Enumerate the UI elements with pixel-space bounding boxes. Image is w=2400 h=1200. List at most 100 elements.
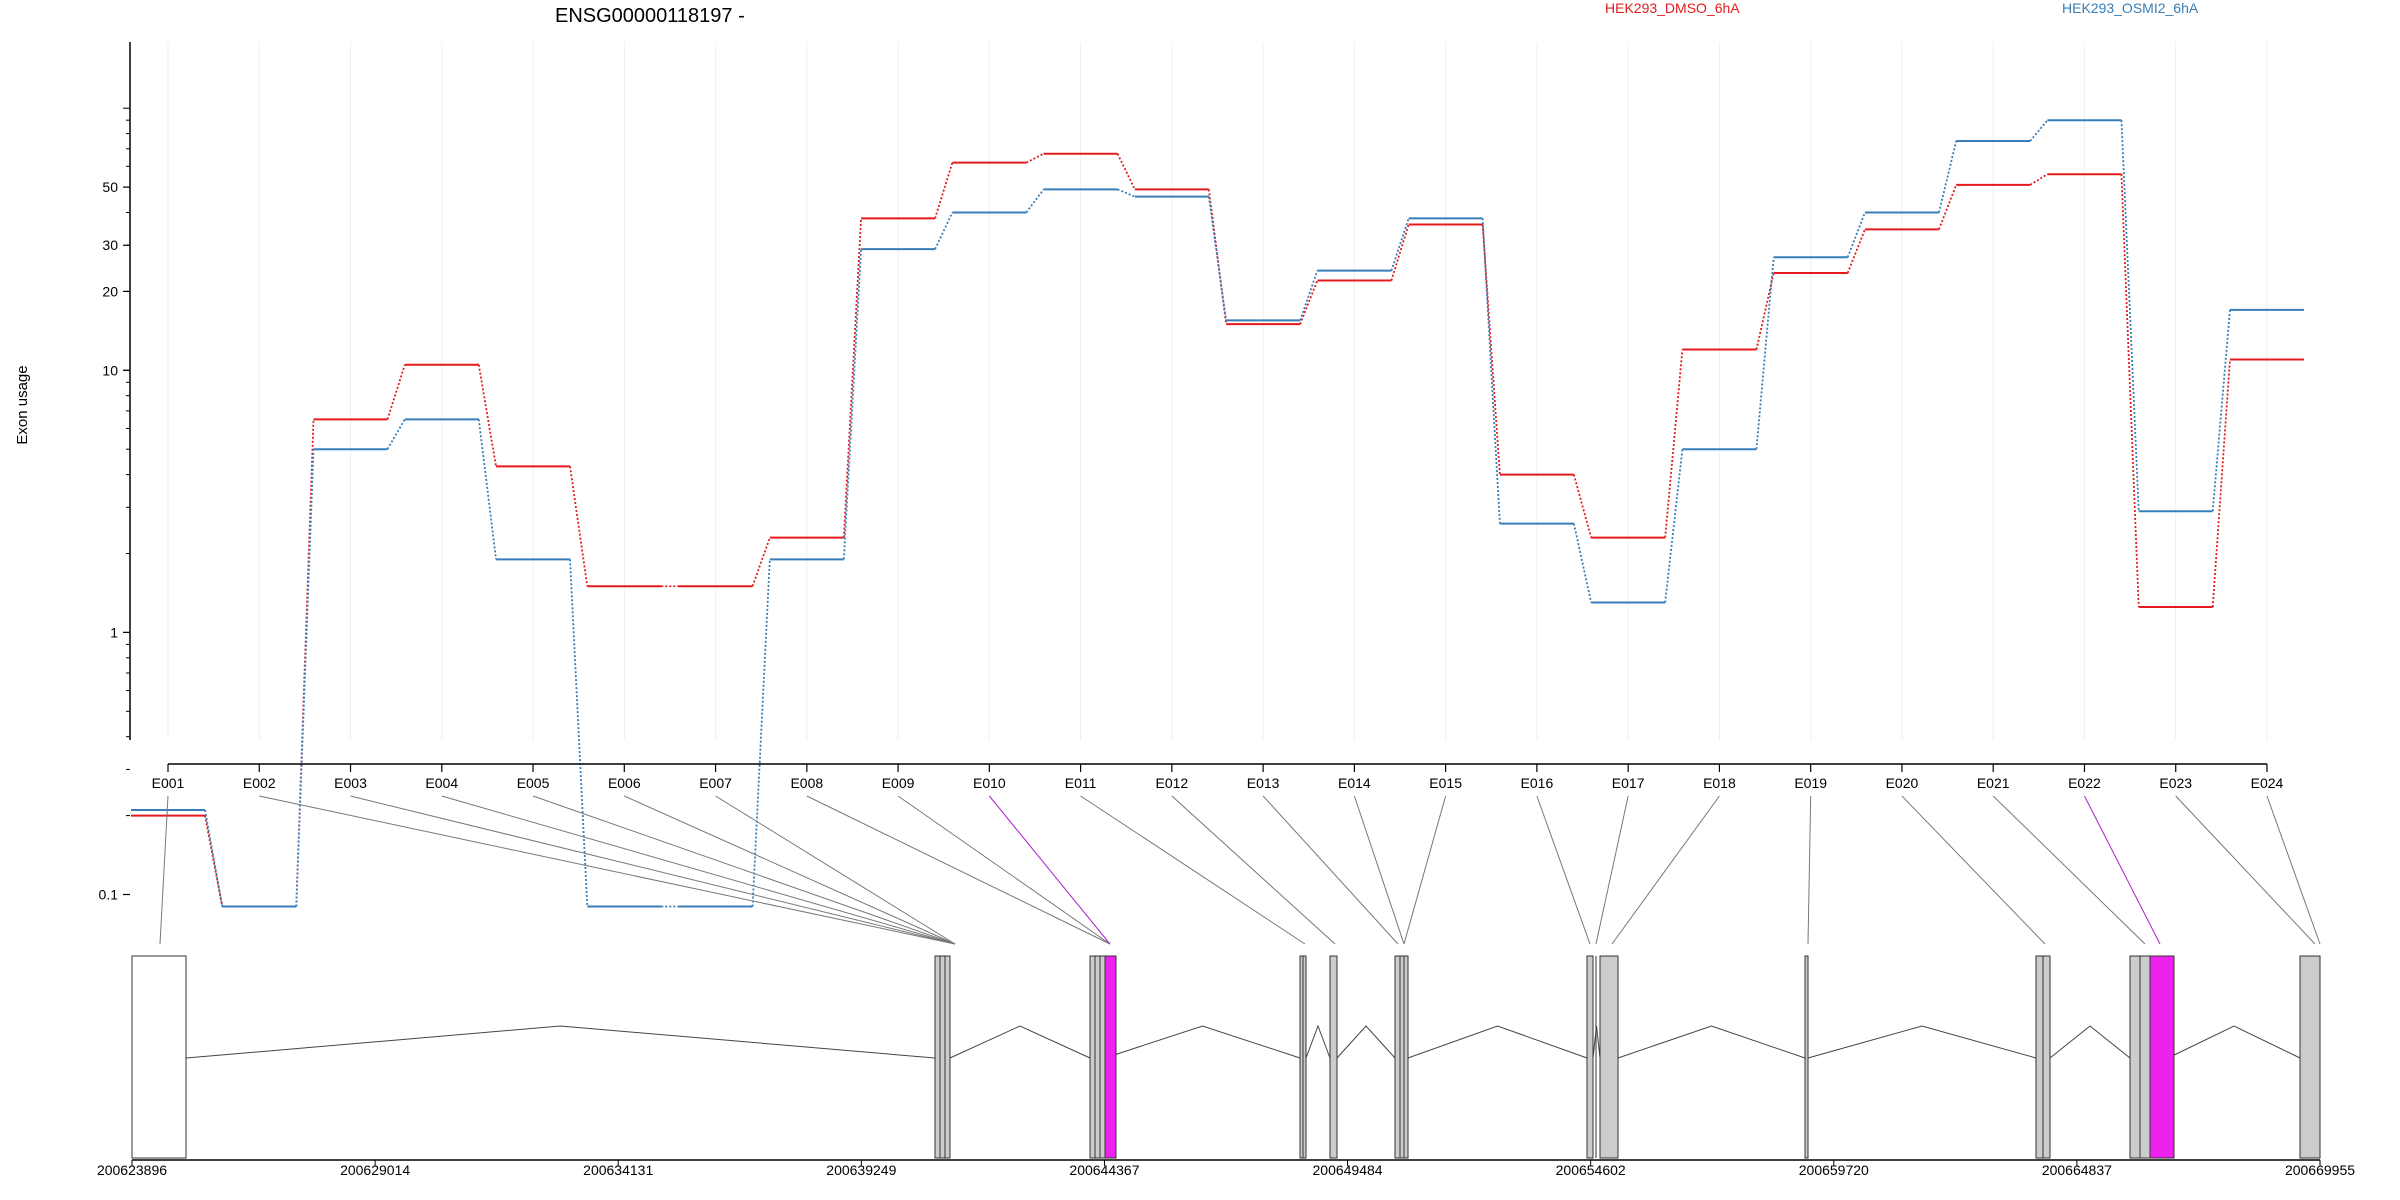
genomic-tick-label: 200669955	[2285, 1162, 2355, 1178]
series-osmi2-connector	[934, 212, 954, 250]
exon-label-e017: E017	[1612, 775, 1645, 791]
exon-label-e003: E003	[334, 775, 367, 791]
connector-e006	[624, 795, 956, 945]
series-osmi2-connector	[295, 449, 315, 907]
connector-e021	[1992, 795, 2146, 945]
exon-label-e023: E023	[2159, 775, 2192, 791]
series-dmso-connector	[1481, 224, 1501, 475]
exon-label-e005: E005	[517, 775, 550, 791]
y-tick-label: 20	[102, 283, 118, 299]
exon-label-e014: E014	[1338, 775, 1371, 791]
series-osmi2-connector	[2029, 119, 2049, 142]
y-tick-label: 10	[102, 362, 118, 378]
exon-label-e024: E024	[2251, 775, 2284, 791]
connector-e010	[988, 795, 1111, 945]
series-dmso-connector	[842, 218, 862, 538]
connector-e007	[715, 795, 956, 945]
series-osmi2-connector	[1481, 218, 1501, 524]
exon-label-e008: E008	[790, 775, 823, 791]
genomic-tick-label: 200623896	[97, 1162, 167, 1178]
intron-line	[185, 1025, 936, 1059]
series-osmi2-connector	[1938, 140, 1958, 213]
highlight-exon-e022	[2149, 955, 2175, 1159]
series-osmi2-connector	[1207, 196, 1228, 321]
intron-line	[1305, 1024, 1331, 1059]
series-dmso-connector	[1207, 189, 1228, 325]
series-dmso-connector	[2120, 174, 2140, 608]
series-dmso-connector	[1664, 349, 1684, 538]
exon-label-e016: E016	[1521, 775, 1554, 791]
genomic-tick-label: 200664837	[2042, 1162, 2112, 1178]
exon-label-e019: E019	[1794, 775, 1827, 791]
legend-entry-dmso: HEK293_DMSO_6hA	[1605, 0, 1740, 16]
connector-e011	[1080, 795, 1306, 945]
genomic-tick-label: 200639249	[826, 1162, 896, 1178]
connector-e024	[2266, 795, 2321, 945]
series-dmso-connector	[477, 364, 497, 467]
series-osmi2-connector	[1755, 257, 1775, 450]
genomic-tick-label: 200649484	[1313, 1162, 1383, 1178]
intron-line	[1104, 1025, 1301, 1059]
exon-label-e021: E021	[1977, 775, 2010, 791]
highlight-exon-e010	[1104, 955, 1117, 1159]
connector-e009	[897, 795, 1111, 945]
intron-line	[1407, 1025, 1588, 1059]
series-dmso-connector	[204, 815, 224, 907]
grid-lines	[167, 42, 2268, 740]
series-dmso-connector	[1846, 229, 1866, 274]
exon-box	[1329, 955, 1338, 1159]
series-dmso-connector	[386, 364, 406, 420]
genomic-tick-label: 200634131	[583, 1162, 653, 1178]
exon-box	[1804, 955, 1809, 1159]
series-dmso-connector	[1390, 224, 1410, 281]
exon-label-e006: E006	[608, 775, 641, 791]
exon-label-e010: E010	[973, 775, 1006, 791]
series-osmi2-connector	[569, 559, 589, 907]
connector-e019	[1807, 795, 1812, 945]
intron-line	[1807, 1025, 2037, 1059]
series-osmi2-connector	[842, 249, 862, 560]
intron-line	[2167, 1025, 2301, 1059]
exon-box	[131, 955, 187, 1159]
series-dmso-connector	[1116, 153, 1136, 190]
series-dmso-connector	[1573, 474, 1593, 538]
exon-box	[1089, 955, 1106, 1159]
connector-e017	[1595, 795, 1629, 945]
series-osmi2-connector	[477, 419, 497, 560]
series-osmi2-connector	[2211, 309, 2231, 512]
y-tick-label: 50	[102, 179, 118, 195]
connector-e013	[1262, 795, 1399, 945]
exon-box	[1599, 955, 1619, 1159]
intron-line	[949, 1025, 1091, 1059]
series-dmso-connector	[1299, 280, 1319, 325]
exon-axis: E001 E002 E003 E004 E005 E006 E007 E008 E009 E010…	[152, 763, 2284, 791]
series-osmi2-connector	[1573, 523, 1593, 603]
series-osmi2-connector	[204, 809, 224, 907]
chart-title: ENSG00000118197 -	[555, 5, 745, 27]
series-osmi2-connector	[1025, 188, 1045, 214]
exon-label-e015: E015	[1429, 775, 1462, 791]
exon-label-e012: E012	[1156, 775, 1189, 791]
connector-e014	[1353, 795, 1405, 945]
series-dmso-connector	[569, 466, 589, 587]
exon-box	[1586, 955, 1594, 1159]
y-tick-label: 30	[102, 237, 118, 253]
connector-e023	[2175, 795, 2316, 945]
connector-e012	[1171, 795, 1336, 945]
genomic-tick-label: 200659720	[1799, 1162, 1869, 1178]
exon-box	[934, 955, 951, 1159]
y-axis-label: Exon usage	[14, 365, 31, 444]
series-dmso-connector	[1025, 152, 1045, 164]
genomic-axis: 200623896 200629014 200634131 200639249 2006…	[97, 1159, 2355, 1178]
exon-box	[1394, 955, 1409, 1159]
exon-label-e002: E002	[243, 775, 276, 791]
connector-e008	[806, 795, 1111, 945]
series-dmso-connector	[751, 537, 771, 587]
y-axis: 0.1 1 10 20 30 50	[99, 42, 131, 903]
series-dmso-connector	[934, 162, 954, 219]
connector-e016	[1536, 795, 1591, 945]
legend-entry-osmi2: HEK293_OSMI2_6hA	[2062, 0, 2199, 16]
exon-label-e009: E009	[882, 775, 915, 791]
connector-e002	[259, 795, 956, 945]
